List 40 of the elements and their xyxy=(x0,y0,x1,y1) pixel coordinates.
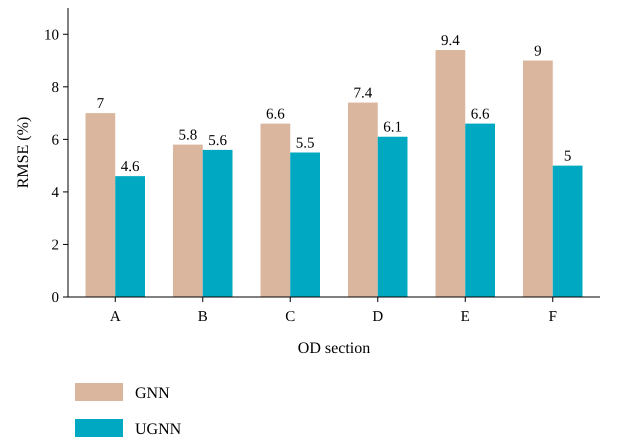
x-tick-label: E xyxy=(460,309,470,325)
y-tick-label: 6 xyxy=(52,132,60,148)
data-label: 5.5 xyxy=(296,136,314,152)
bar xyxy=(378,136,408,297)
data-label: 6.1 xyxy=(383,120,402,136)
legend-label: GNN xyxy=(135,385,170,402)
data-label: 9.4 xyxy=(441,33,460,50)
bar xyxy=(290,152,320,297)
y-tick-label: 4 xyxy=(52,184,60,201)
data-label: 6.6 xyxy=(266,106,286,123)
bar xyxy=(173,144,203,297)
data-label: 5 xyxy=(564,148,572,165)
bar xyxy=(465,124,495,297)
bar xyxy=(115,176,145,297)
data-label: 5.6 xyxy=(208,132,228,149)
bar xyxy=(202,150,232,297)
y-tick-label: 0 xyxy=(52,290,59,306)
bar xyxy=(523,60,553,297)
bar xyxy=(436,50,466,297)
data-label: 6.6 xyxy=(470,106,490,123)
y-tick-label: 2 xyxy=(52,237,59,254)
bar xyxy=(260,124,290,297)
legend-label: UGNN xyxy=(135,421,182,438)
y-axis-title: RMSE (%) xyxy=(15,116,32,188)
data-label: 7 xyxy=(96,96,105,112)
data-label: 4.6 xyxy=(120,159,140,176)
x-tick-label: A xyxy=(110,309,121,325)
data-label: 7.4 xyxy=(354,86,373,102)
x-tick-label: F xyxy=(548,309,557,325)
x-tick-label: D xyxy=(372,309,384,325)
bar xyxy=(348,102,378,297)
bar xyxy=(86,113,116,297)
x-tick-label: B xyxy=(198,309,208,325)
x-tick-label: C xyxy=(285,309,296,325)
data-label: 9 xyxy=(534,44,542,60)
y-tick-label: 10 xyxy=(44,27,59,44)
x-axis-title: OD section xyxy=(298,340,370,357)
bar xyxy=(552,166,582,297)
data-label: 5.8 xyxy=(178,128,198,144)
y-tick-label: 8 xyxy=(52,80,59,96)
